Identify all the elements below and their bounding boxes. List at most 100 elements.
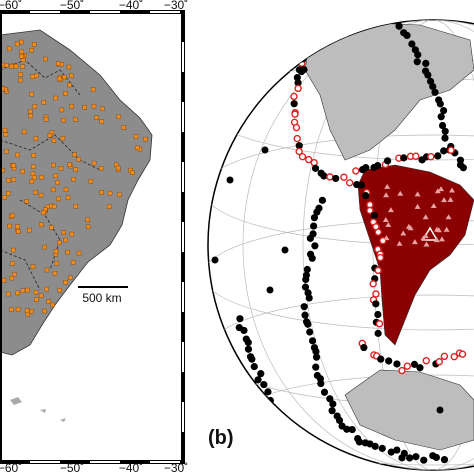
station-dot [277, 428, 285, 436]
station [134, 145, 140, 150]
station-dot [311, 242, 319, 250]
station-dot [254, 376, 262, 384]
station-dot [290, 100, 298, 108]
station-dot [226, 176, 234, 184]
station-dot [297, 67, 306, 76]
station [143, 136, 148, 142]
station-triangle [385, 222, 392, 228]
station-dot [303, 45, 311, 53]
station [29, 48, 34, 53]
station-dot [435, 358, 443, 366]
seismic-stations [211, 20, 467, 464]
station [30, 74, 35, 79]
station [15, 224, 20, 229]
station-dot [352, 167, 360, 175]
station-dot [266, 29, 274, 37]
station-triangle [414, 191, 421, 197]
globe-content [208, 20, 474, 470]
station-dot [238, 80, 246, 89]
station-triangle [433, 226, 440, 232]
station [2, 127, 8, 133]
station [15, 307, 21, 312]
station-triangle [396, 240, 403, 246]
station [100, 106, 105, 112]
station [33, 190, 38, 195]
panel-b-label: (b) [208, 427, 234, 449]
station [19, 54, 24, 59]
station-dot [310, 158, 318, 167]
station-dot [326, 20, 335, 26]
station-triangle [434, 188, 441, 194]
station-dot [303, 265, 311, 274]
station [9, 64, 14, 69]
station [21, 129, 27, 135]
station-triangle [422, 232, 429, 238]
station [24, 308, 30, 313]
station-dot [236, 315, 244, 323]
station [20, 169, 25, 174]
station-dot [436, 100, 444, 108]
station [15, 152, 20, 158]
station [116, 114, 122, 119]
station [28, 113, 33, 119]
tick-labels: −60˚ −50˚ −40˚ −30˚ −60˚ −50˚ −40˚ −30˚ [0, 0, 188, 474]
station [73, 204, 78, 209]
station-dot [238, 86, 246, 95]
station [31, 153, 36, 158]
station-dot [429, 82, 437, 91]
station-dot [312, 353, 321, 361]
station-dot [304, 155, 313, 164]
station-dot [348, 425, 356, 434]
station-dot [371, 442, 379, 450]
station [61, 118, 66, 123]
station [14, 41, 20, 47]
station [54, 261, 59, 266]
station-dot [260, 381, 268, 389]
station [1, 278, 7, 283]
station [52, 271, 58, 276]
station-dot [293, 134, 301, 143]
top-tick-label: −50˚ [60, 0, 84, 12]
station-dot [320, 388, 329, 396]
station-dot [422, 59, 430, 68]
station-dot [302, 275, 310, 284]
station-triangle [384, 183, 391, 189]
station-dot [414, 51, 422, 59]
station [32, 175, 37, 180]
station [65, 249, 70, 255]
station-dot [357, 181, 366, 189]
station-dot [325, 22, 333, 30]
station [11, 163, 16, 168]
station-dot [362, 164, 370, 172]
station-dot [329, 400, 337, 408]
station [133, 134, 139, 139]
station-dot [305, 294, 313, 302]
station-dot [261, 146, 269, 154]
station-dot [312, 347, 320, 356]
station [59, 107, 65, 113]
station-dot [305, 34, 313, 43]
station-dot [440, 106, 448, 115]
station-dot [291, 110, 299, 118]
station-dot [294, 79, 302, 87]
station [69, 73, 74, 78]
station [13, 63, 19, 69]
station-dot [440, 352, 449, 361]
station-dot [306, 234, 314, 242]
station-dot [211, 256, 219, 264]
station-dot [293, 73, 301, 82]
station-dot [278, 20, 286, 25]
station [39, 175, 45, 180]
station [25, 312, 31, 317]
station-dot [248, 355, 256, 363]
station-dot [398, 366, 406, 375]
station-triangle [441, 197, 448, 203]
station-dot [301, 283, 310, 291]
station-triangle [420, 235, 427, 241]
station-dot [393, 446, 401, 454]
station [90, 87, 96, 92]
station [11, 177, 17, 182]
station-dot [310, 222, 318, 230]
station [70, 260, 76, 265]
